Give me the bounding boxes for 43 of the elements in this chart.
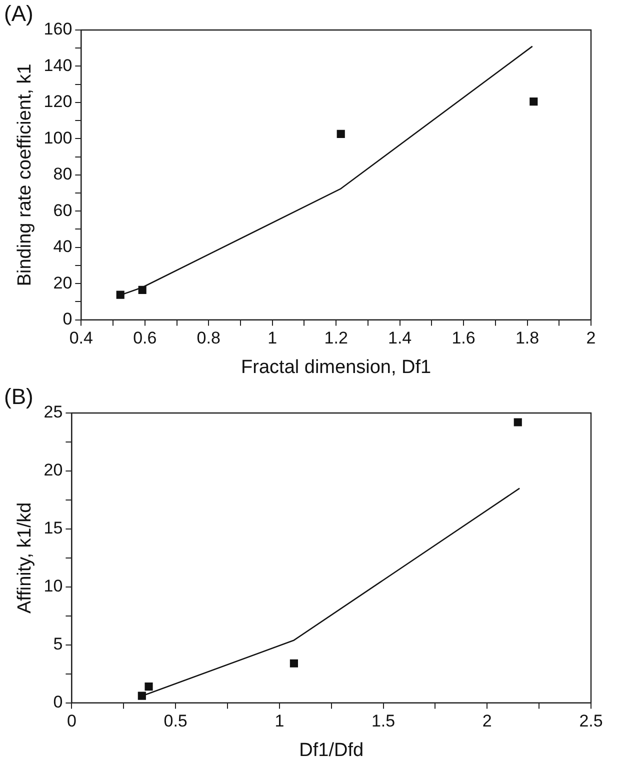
y-axis-title: Affinity, k1/kd [14, 502, 36, 614]
y-tick-label: 20 [44, 460, 63, 480]
y-tick-label: 100 [44, 128, 72, 148]
x-tick-label: 0.5 [164, 712, 188, 731]
x-tick-label: 0.8 [196, 328, 220, 348]
y-tick-label: 10 [44, 576, 63, 596]
point [138, 692, 146, 700]
x-tick-label: 1 [268, 328, 278, 348]
y-tick-label: 60 [53, 200, 72, 220]
y-tick-label: 0 [53, 692, 63, 712]
x-tick-label: 1.8 [515, 328, 540, 348]
y-tick-label: 120 [44, 92, 72, 112]
y-tick-label: 140 [44, 56, 72, 75]
y-tick-label: 25 [44, 402, 63, 422]
y-tick-label: 15 [44, 518, 63, 538]
chart-title: (A) [4, 1, 34, 26]
x-tick-label: 1.5 [371, 712, 396, 731]
point [336, 130, 345, 138]
x-tick-label: 2 [482, 712, 492, 731]
x-tick-label: 2 [586, 328, 596, 348]
x-axis-title: Fractal dimension, Df1 [241, 356, 432, 378]
x-tick-label: 2.5 [579, 712, 603, 731]
point [514, 418, 522, 426]
y-tick-label: 0 [62, 309, 72, 328]
x-tick-label: 0.4 [69, 328, 93, 348]
point [530, 98, 538, 106]
x-tick-label: 1.2 [324, 328, 348, 348]
x-tick-label: 1 [274, 712, 284, 731]
y-axis-title: Binding rate coefficient, k1 [14, 64, 36, 286]
x-tick-label: 1.4 [388, 328, 412, 348]
point [144, 682, 153, 691]
point [138, 286, 146, 294]
y-tick-label: 5 [53, 634, 63, 654]
y-tick-label: 20 [53, 273, 72, 292]
x-tick-label: 1.6 [452, 328, 476, 348]
x-tick-label: 0.6 [133, 328, 157, 348]
point [116, 290, 124, 299]
y-tick-label: 80 [53, 164, 72, 184]
point [290, 659, 298, 668]
y-tick-label: 160 [44, 20, 72, 39]
y-tick-label: 40 [53, 237, 72, 256]
x-axis-title: Df1/Dfd [299, 740, 364, 761]
chart-title: (B) [4, 384, 34, 410]
